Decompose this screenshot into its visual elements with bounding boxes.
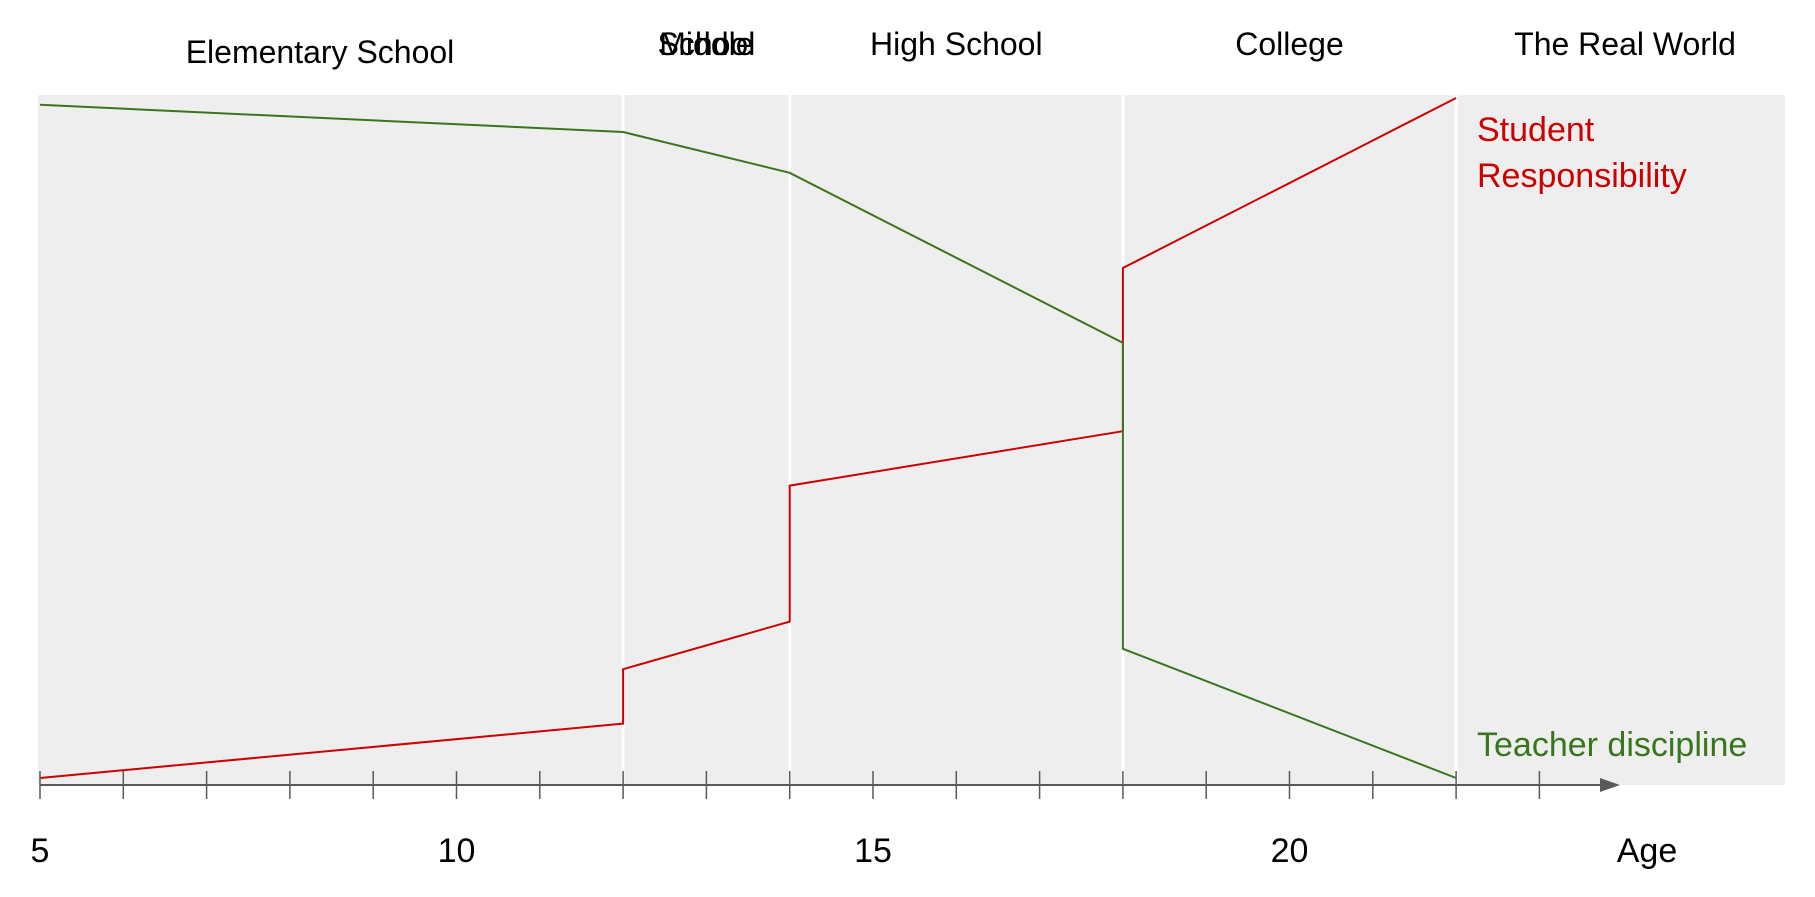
stage-label-line: Middle <box>659 26 753 62</box>
series-label-0: Student Responsibility <box>1477 111 1687 195</box>
x-axis-title: Age <box>1617 832 1678 870</box>
series-label-1: Teacher discipline <box>1477 726 1747 764</box>
x-tick-label: 10 <box>438 832 476 870</box>
stage-label-4: The Real World <box>1514 26 1736 62</box>
series-label-line: Teacher discipline <box>1477 726 1747 764</box>
stage-label-2: High School <box>870 26 1043 62</box>
stage-label-1: MiddleSchool <box>657 26 755 62</box>
stage-label-3: College <box>1235 26 1344 62</box>
stage-label-line: High School <box>870 26 1043 62</box>
stage-label-line: School <box>657 26 755 62</box>
stage-label-line: Elementary School <box>186 34 455 70</box>
stage-label-line: The Real World <box>1514 26 1736 62</box>
x-tick-label: 20 <box>1271 832 1309 870</box>
x-tick-label: 5 <box>31 832 50 870</box>
stage-label-0: Elementary School <box>186 34 455 70</box>
series-label-line: Student <box>1477 111 1595 149</box>
series-line-teacher-discipline <box>39 103 1457 779</box>
plot-background <box>38 95 1785 785</box>
x-tick-label: 15 <box>854 832 892 870</box>
stage-label-line: College <box>1235 26 1344 62</box>
series-line-student-responsibility <box>39 97 1457 779</box>
series-label-line: Responsibility <box>1477 157 1687 195</box>
x-axis-arrow <box>1600 778 1620 792</box>
